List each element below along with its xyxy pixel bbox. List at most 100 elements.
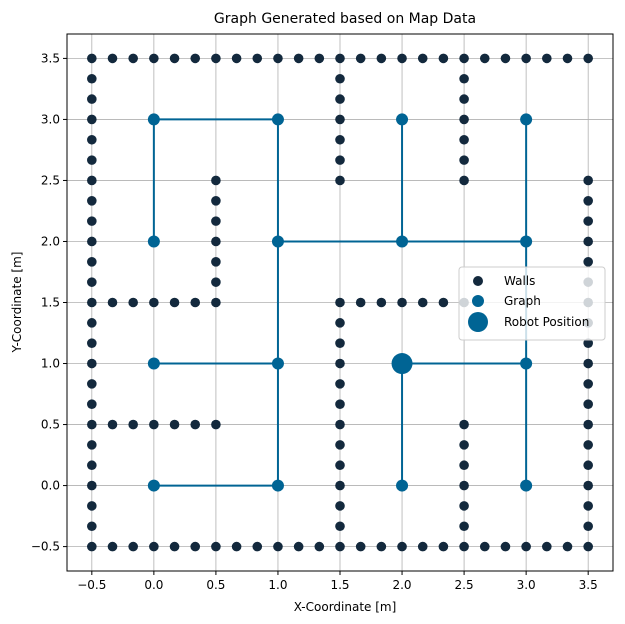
graph-node — [271, 235, 284, 248]
graph-node — [147, 113, 160, 126]
wall-point — [459, 419, 469, 430]
x-tick-label: 3.0 — [517, 578, 536, 592]
wall-point — [335, 419, 345, 430]
graph-node — [147, 479, 160, 492]
graph-node — [520, 357, 533, 370]
wall-point — [562, 541, 573, 552]
legend-box — [458, 266, 606, 341]
wall-point — [583, 480, 593, 491]
wall-point — [128, 419, 138, 430]
wall-point — [169, 419, 180, 430]
wall-point — [335, 53, 345, 64]
wall-point — [335, 501, 345, 511]
wall-point — [335, 480, 345, 491]
x-tick-label: 1.0 — [268, 578, 287, 592]
graph-node — [396, 479, 409, 492]
wall-point — [459, 480, 469, 491]
wall-point — [583, 379, 593, 389]
wall-point — [355, 541, 366, 552]
wall-point — [314, 541, 325, 552]
wall-point — [87, 501, 97, 511]
y-tick-label: 0.0 — [41, 479, 60, 493]
wall-point — [87, 379, 97, 389]
wall-point — [211, 297, 221, 308]
wall-point — [583, 440, 593, 450]
wall-point — [335, 114, 345, 125]
y-tick-label: 3.0 — [41, 112, 60, 126]
wall-points — [87, 53, 593, 552]
wall-point — [169, 297, 180, 308]
wall-point — [107, 297, 118, 308]
wall-point — [562, 53, 573, 64]
wall-point — [459, 501, 469, 511]
x-tick-label: −0.5 — [77, 578, 106, 592]
x-tick-label: 2.0 — [392, 578, 411, 592]
wall-point — [211, 257, 221, 267]
x-tick-label: 0.5 — [206, 578, 225, 592]
wall-point — [542, 53, 552, 64]
wall-point — [87, 257, 97, 267]
y-tick-label: 1.5 — [41, 296, 60, 310]
wall-point — [190, 541, 201, 552]
wall-point — [583, 236, 593, 247]
wall-point — [211, 236, 221, 247]
wall-point — [376, 541, 387, 552]
wall-point — [583, 358, 593, 369]
graph-node — [520, 235, 533, 248]
legend-robot-marker — [468, 312, 488, 332]
wall-point — [149, 419, 159, 430]
wall-point — [87, 541, 97, 552]
wall-point — [87, 277, 97, 287]
wall-point — [231, 53, 242, 64]
legend-graph-label: Graph — [504, 294, 541, 308]
wall-point — [211, 541, 221, 552]
wall-point — [459, 440, 469, 450]
wall-point — [87, 358, 97, 369]
wall-point — [252, 541, 263, 552]
wall-point — [583, 53, 593, 64]
wall-point — [335, 318, 345, 328]
graph-node — [396, 113, 409, 126]
wall-point — [459, 134, 469, 145]
wall-point — [335, 297, 345, 308]
wall-point — [211, 277, 221, 287]
wall-point — [500, 541, 511, 552]
wall-point — [335, 175, 345, 186]
wall-point — [500, 53, 511, 64]
wall-point — [417, 297, 428, 308]
x-tick-label: 0.0 — [144, 578, 163, 592]
wall-point — [128, 53, 138, 64]
y-tick-label: 2.0 — [41, 234, 60, 248]
x-tick-label: 1.5 — [330, 578, 349, 592]
wall-point — [335, 399, 345, 410]
wall-point — [335, 338, 345, 348]
wall-point — [87, 73, 97, 84]
graph-node — [520, 479, 533, 492]
wall-point — [583, 419, 593, 430]
wall-point — [583, 501, 593, 511]
x-tick-label: 3.5 — [579, 578, 598, 592]
robot-position-point — [391, 353, 413, 375]
wall-point — [542, 541, 552, 552]
wall-point — [335, 73, 345, 84]
wall-point — [459, 521, 469, 532]
wall-point — [87, 297, 97, 308]
x-axis-ticks: −0.5 0.0 0.5 1.0 1.5 2.0 2.5 3.0 3.5 — [77, 571, 598, 592]
graph-node — [271, 479, 284, 492]
x-axis-label: X-Coordinate [m] — [294, 600, 397, 614]
wall-point — [273, 541, 283, 552]
wall-point — [583, 195, 593, 206]
graph-nodes — [147, 113, 533, 492]
graph-node — [147, 357, 160, 370]
wall-point — [335, 521, 345, 532]
wall-point — [521, 53, 531, 64]
wall-point — [314, 53, 325, 64]
wall-point — [87, 399, 97, 410]
wall-point — [335, 440, 345, 450]
wall-point — [459, 73, 469, 84]
wall-point — [87, 216, 97, 226]
wall-point — [335, 94, 345, 104]
wall-point — [87, 521, 97, 532]
wall-point — [87, 155, 97, 165]
